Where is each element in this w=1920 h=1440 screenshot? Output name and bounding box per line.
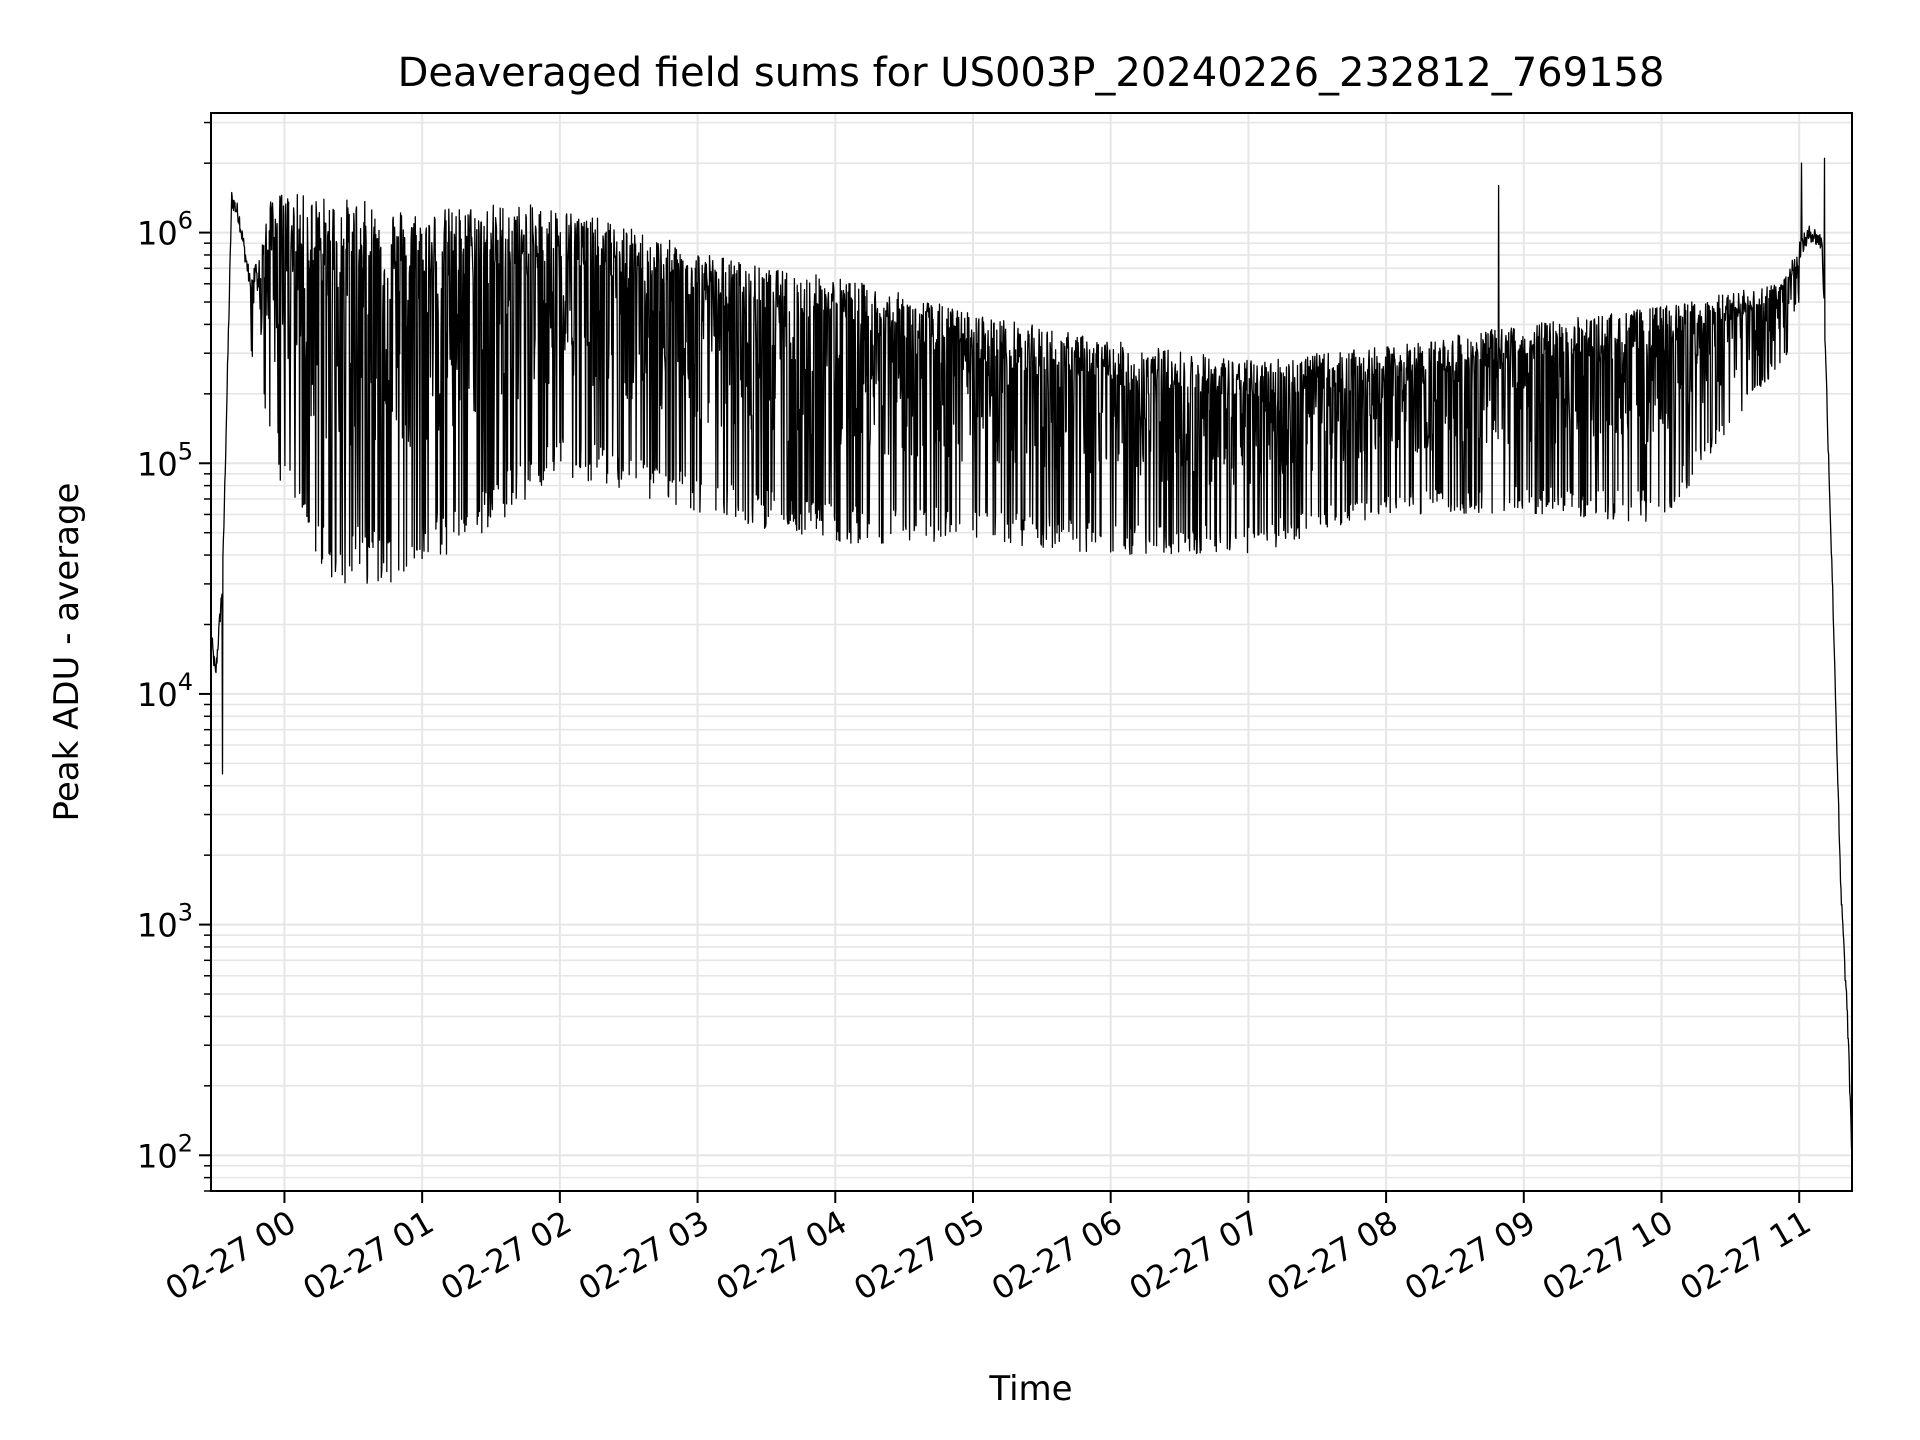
chart-title: Deaveraged field sums for US003P_2024022…	[398, 50, 1665, 96]
series-line	[211, 157, 1852, 1155]
y-tick-label: 105	[137, 437, 193, 483]
y-axis: 102 103 104 105 106	[137, 121, 211, 1192]
grid	[211, 113, 1852, 1192]
y-tick-label: 106	[137, 207, 193, 253]
x-axis-label: Time	[988, 1369, 1072, 1409]
y-tick-label: 103	[137, 899, 193, 945]
y-axis-label: Peak ADU - average	[47, 483, 87, 822]
plot-frame	[210, 112, 1853, 1192]
y-tick-label: 104	[137, 668, 193, 714]
y-tick-label: 102	[137, 1129, 193, 1175]
